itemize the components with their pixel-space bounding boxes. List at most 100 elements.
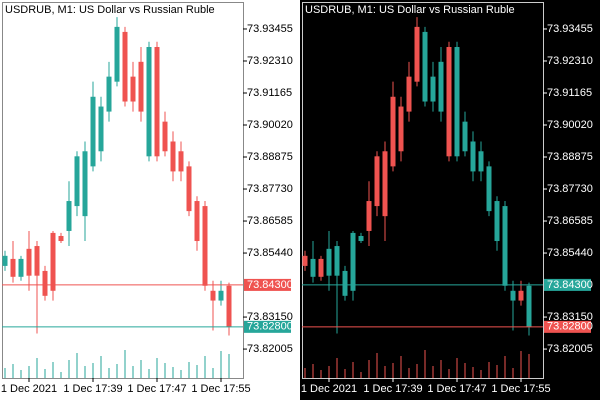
- x-tick-label: 1 Dec 17:55: [191, 383, 250, 395]
- candle-body: [178, 151, 184, 172]
- candle-body: [470, 141, 476, 172]
- candle-body: [114, 26, 120, 82]
- candle-body: [138, 61, 144, 112]
- x-tick-label: 1 Dec 17:47: [127, 383, 186, 395]
- chart-title: USDRUB, M1: US Dollar vs Russian Ruble: [305, 4, 515, 16]
- candle-body: [486, 166, 492, 212]
- candle-body: [2, 255, 8, 266]
- candle-body: [210, 290, 216, 301]
- y-tick-label: 73.86585: [547, 215, 593, 227]
- candle-body: [334, 246, 340, 276]
- candle-body: [202, 206, 208, 286]
- candle-body: [42, 270, 48, 296]
- candle-body: [146, 47, 152, 157]
- candle-body: [130, 76, 136, 102]
- candle-body: [454, 47, 460, 157]
- y-tick-label: 73.87730: [247, 183, 293, 195]
- candle-body: [50, 232, 56, 291]
- y-tick-label: 73.90020: [547, 119, 593, 131]
- candle-body: [406, 76, 412, 112]
- candle-body: [342, 270, 348, 296]
- candle-body: [366, 201, 372, 231]
- candle-body: [390, 96, 396, 167]
- candle-body: [518, 290, 524, 301]
- candle-body: [478, 151, 484, 172]
- plot-border: [302, 2, 544, 379]
- candle-body: [98, 106, 104, 152]
- candle-body: [430, 76, 436, 102]
- candle-body: [398, 106, 404, 152]
- x-tick-label: 1 Dec 17:39: [63, 383, 122, 395]
- candle-body: [26, 248, 32, 276]
- candle-body: [502, 206, 508, 286]
- y-tick-label: 73.83150: [247, 311, 293, 323]
- y-tick-label: 73.87730: [547, 183, 593, 195]
- x-tick-label: 1 Dec 17:55: [491, 383, 550, 395]
- y-tick-label: 73.93455: [547, 23, 593, 35]
- y-tick-label: 73.83150: [547, 311, 593, 323]
- price-label-box: [244, 278, 291, 291]
- x-tick-label: 1 Dec 2021: [301, 383, 357, 395]
- y-tick-label: 73.90020: [247, 119, 293, 131]
- candle-body: [82, 151, 88, 217]
- candle-body: [438, 61, 444, 112]
- candle-body: [74, 156, 80, 207]
- y-tick-label: 73.82005: [247, 343, 293, 355]
- candle-body: [162, 121, 168, 152]
- candle-body: [66, 201, 72, 231]
- x-tick-label: 1 Dec 17:39: [363, 383, 422, 395]
- y-tick-label: 73.82005: [547, 343, 593, 355]
- price-label: 73.82800: [247, 321, 293, 333]
- candle-body: [510, 290, 516, 301]
- price-label: 73.82800: [547, 321, 593, 333]
- candle-body: [122, 31, 128, 102]
- candle-body: [170, 141, 176, 172]
- candle-body: [374, 156, 380, 207]
- price-label: 73.84300: [547, 279, 593, 291]
- candle-body: [90, 96, 96, 167]
- candle-body: [318, 258, 324, 277]
- y-tick-label: 73.92310: [547, 55, 593, 67]
- candle-body: [358, 235, 364, 242]
- candle-body: [310, 258, 316, 277]
- candle-body: [58, 235, 64, 242]
- candle-body: [526, 285, 532, 327]
- price-label-box: [244, 320, 291, 333]
- y-tick-label: 73.85440: [547, 247, 593, 259]
- chart-panel: USDRUB, M1: US Dollar vs Russian Ruble 73…: [0, 2, 293, 395]
- chart-panel: USDRUB, M1: US Dollar vs Russian Ruble 73…: [300, 0, 600, 400]
- candle-body: [350, 232, 356, 291]
- candle-body: [494, 201, 500, 242]
- price-label-box: [544, 320, 591, 333]
- y-tick-label: 73.91165: [247, 87, 292, 99]
- candle-body: [226, 285, 232, 327]
- y-tick-label: 73.85440: [247, 247, 293, 259]
- plot-border: [2, 2, 244, 379]
- candle-body: [106, 76, 112, 112]
- x-tick-label: 1 Dec 17:47: [427, 383, 486, 395]
- y-tick-label: 73.88875: [247, 151, 293, 163]
- chart-title: USDRUB, M1: US Dollar vs Russian Ruble: [5, 4, 215, 16]
- candle-body: [194, 201, 200, 242]
- candle-body: [302, 255, 308, 266]
- price-label: 73.84300: [247, 279, 293, 291]
- y-tick-label: 73.88875: [547, 151, 593, 163]
- candle-body: [10, 258, 16, 277]
- candle-body: [34, 246, 40, 276]
- y-tick-label: 73.93455: [247, 23, 293, 35]
- price-label-box: [544, 278, 591, 291]
- candle-body: [382, 151, 388, 217]
- candle-body: [326, 248, 332, 276]
- candle-body: [422, 31, 428, 102]
- y-tick-label: 73.91165: [547, 87, 592, 99]
- candle-body: [218, 290, 224, 301]
- candle-body: [186, 166, 192, 212]
- candle-body: [446, 47, 452, 157]
- x-tick-label: 1 Dec 2021: [1, 383, 57, 395]
- candle-body: [414, 26, 420, 82]
- candle-body: [462, 121, 468, 152]
- y-tick-label: 73.92310: [247, 55, 293, 67]
- candle-body: [154, 47, 160, 157]
